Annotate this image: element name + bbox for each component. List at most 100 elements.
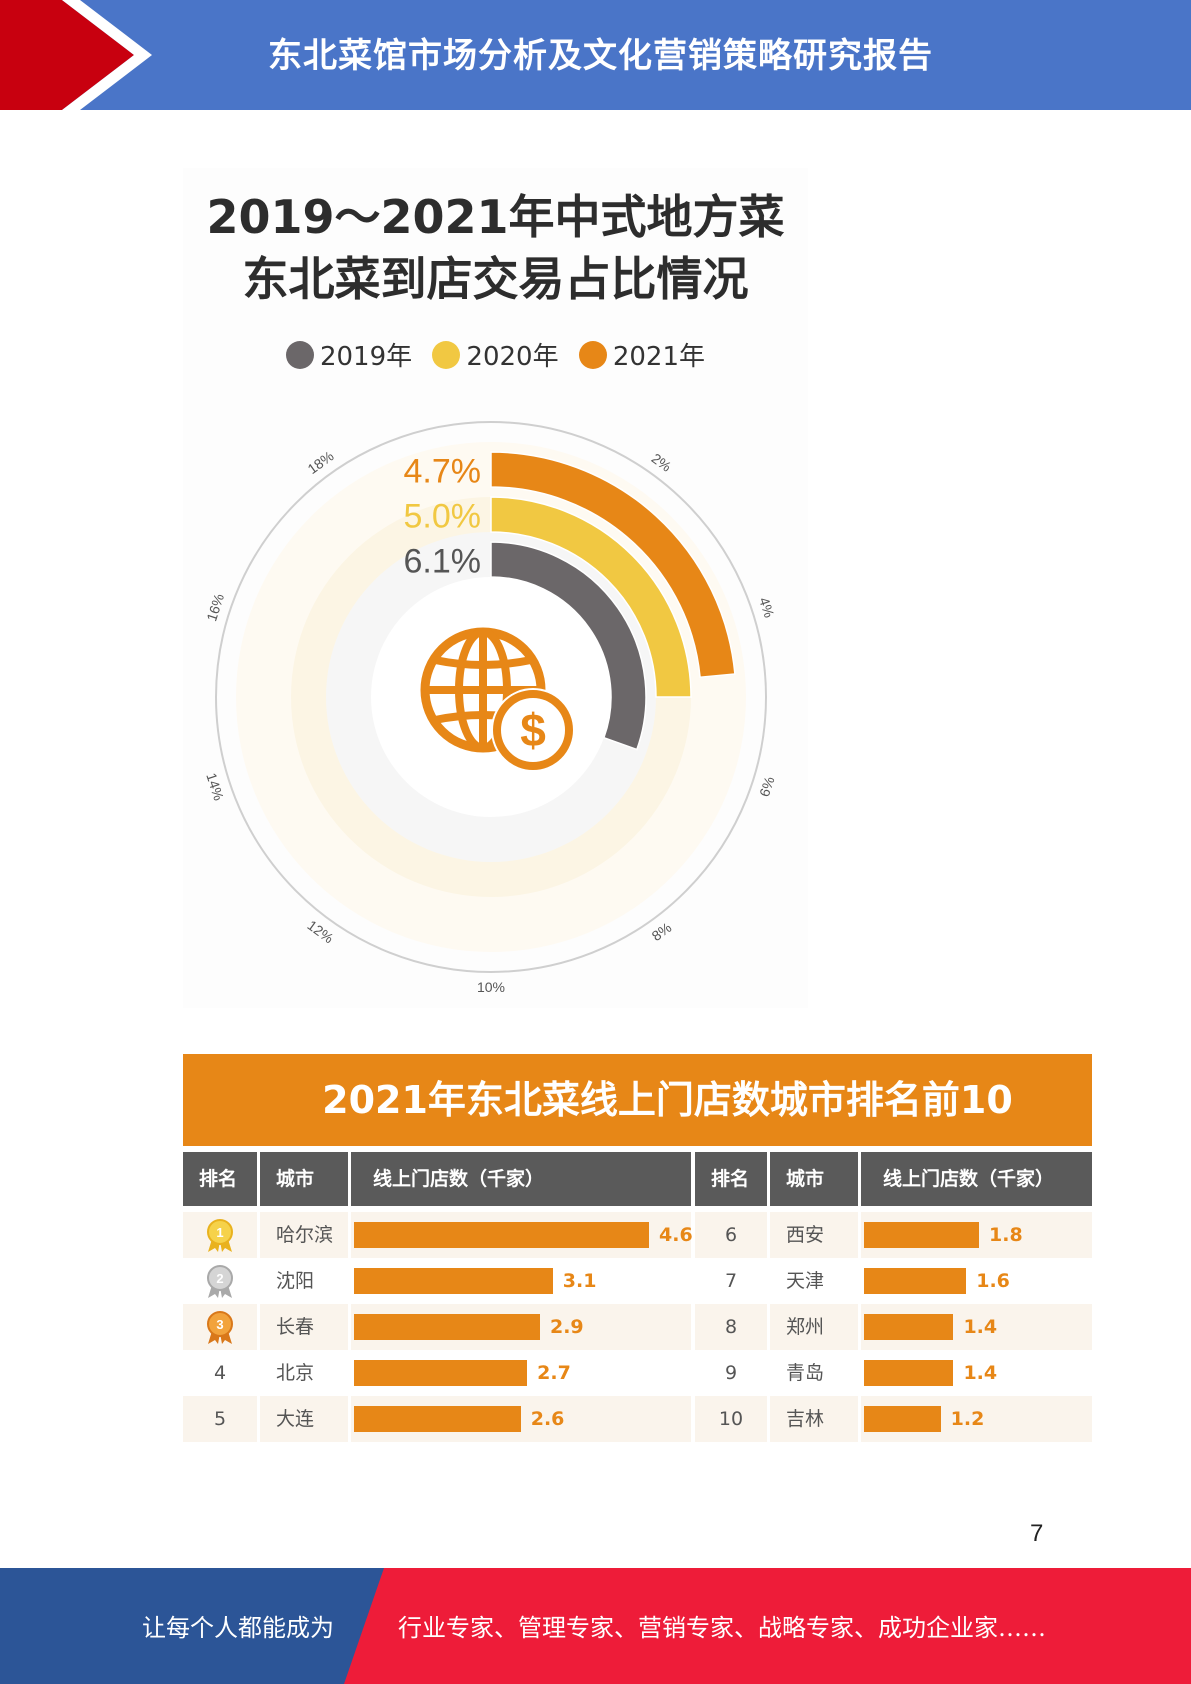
table-row: 5 大连 2.6 10 吉林 1.2 [183,1396,1092,1442]
value-label: 1.4 [963,1362,998,1384]
rank-cell: 1 [183,1212,257,1258]
value-cell: 1.4 [861,1350,1092,1396]
value-cell: 2.7 [351,1350,691,1396]
city-cell: 沈阳 [276,1270,315,1292]
value-bar [354,1360,528,1386]
legend-swatch-2019 [285,340,314,369]
table-body: 1 哈尔滨 4.6 6 西安 1.8 2 沈阳 3.1 7 天津 1.6 3 长春 2.9 8 郑州 1… [183,1212,1092,1442]
value-cell: 1.4 [861,1304,1092,1350]
city-cell: 北京 [276,1362,315,1384]
col-header-value-right: 线上门店数（千家） [861,1152,1092,1206]
page-footer: 让每个人都能成为 行业专家、管理专家、营销专家、战略专家、成功企业家…… [0,1568,1191,1684]
city-cell: 哈尔滨 [260,1212,348,1258]
radial-bar-2020 [490,496,692,698]
chart-legend: 2019年 2020年 2021年 [183,336,808,373]
radial-bar-2021 [490,451,736,679]
header-title: 东北菜馆市场分析及文化营销策略研究报告 [268,36,933,76]
svg-text:3: 3 [216,1317,223,1332]
value-cell: 1.8 [861,1212,1092,1258]
radial-plot: 2%4%6%8%10%12%14%16%18% 6.1%5.0%4.7% $ [203,421,778,995]
col-header-city-left: 城市 [260,1152,348,1206]
city-cell: 西安 [770,1212,858,1258]
legend-swatch-2020 [432,340,461,369]
radial-arcs [490,451,736,751]
col-header-rank-left: 排名 [183,1152,257,1206]
value-label: 1.6 [976,1270,1010,1292]
rank-cell: 7 [724,1270,738,1292]
col-header-value-left: 线上门店数（千家） [351,1152,691,1206]
page-header: 东北菜馆市场分析及文化营销策略研究报告 [0,0,1191,110]
chart-title-line-1: 2019～2021年中式地方菜 [206,190,785,244]
value-bar [864,1268,967,1294]
legend-item-2019: 2019年 [285,336,413,373]
value-bar [864,1222,979,1248]
scale-label: 4% [756,595,777,619]
svg-text:2: 2 [216,1271,223,1286]
city-cell: 天津 [786,1270,825,1292]
value-label: 1.8 [989,1224,1023,1246]
value-cell: 3.1 [351,1258,691,1304]
value-label: 2.9 [549,1316,584,1338]
col-header-city-right: 城市 [770,1152,858,1206]
table-title: 2021年东北菜线上门店数城市排名前10 [183,1054,1092,1146]
series-value-label-2019: 6.1% [404,543,482,581]
value-label: 3.1 [562,1270,597,1292]
footer-slogan-right: 行业专家、管理专家、营销专家、战略专家、成功企业家…… [398,1614,1046,1642]
city-cell: 青岛 [786,1362,825,1384]
value-bar [354,1222,649,1248]
scale-label: 10% [477,979,505,995]
legend-swatch-2021 [578,340,607,369]
rank-cell: 6 [695,1212,767,1258]
series-value-label-2020: 5.0% [404,498,482,536]
header-arrow-decoration [0,0,152,110]
city-cell: 吉林 [770,1396,858,1442]
value-bar [354,1314,540,1340]
rank-cell: 2 [183,1258,257,1304]
series-value-label-2021: 4.7% [404,453,482,491]
value-label: 1.2 [950,1408,985,1430]
value-bar [864,1406,941,1432]
chart-title-line-2: 东北菜到店交易占比情况 [242,252,749,306]
rank-cell: 3 [183,1304,257,1350]
value-bar [354,1406,521,1432]
chart-title: 2019～2021年中式地方菜 东北菜到店交易占比情况 [183,186,808,310]
value-cell: 1.2 [861,1396,1092,1442]
medal-bronze-icon: 3 [207,1310,233,1344]
legend-label-2019: 2019年 [319,342,413,372]
ring-bg-center [371,577,611,817]
table-row: 4 北京 2.7 9 青岛 1.4 [183,1350,1092,1396]
table-row: 3 长春 2.9 8 郑州 1.4 [183,1304,1092,1350]
city-cell: 大连 [260,1396,348,1442]
legend-label-2020: 2020年 [466,342,559,372]
value-cell: 2.6 [351,1396,691,1442]
page-number: 7 [1030,1520,1044,1547]
city-cell: 长春 [260,1304,348,1350]
value-bar [864,1360,954,1386]
col-header-rank-right: 排名 [695,1152,767,1206]
rank-cell: 4 [213,1362,227,1384]
city-ranking-table: 2021年东北菜线上门店数城市排名前10 排名 城市 线上门店数（千家） 排名 … [183,1054,1092,1442]
scale-label: 14% [203,771,227,803]
table-row: 2 沈阳 3.1 7 天津 1.6 [183,1258,1092,1304]
series-labels: 6.1% 5.0% 4.7% [404,453,482,581]
scale-label: 6% [756,775,777,799]
legend-item-2020: 2020年 [432,336,559,373]
scale-label: 2% [649,450,675,475]
footer-background [0,1568,1191,1684]
globe-dollar-icon: $ [420,627,575,772]
value-label: 1.4 [963,1316,998,1338]
scale-label: 8% [649,919,675,944]
table-row: 1 哈尔滨 4.6 6 西安 1.8 [183,1212,1092,1258]
scale-label: 16% [203,592,227,624]
footer-slogan-left: 让每个人都能成为 [142,1614,334,1642]
legend-item-2021: 2021年 [578,336,706,373]
outer-scale-ring [215,421,767,973]
legend-label-2021: 2021年 [612,342,706,372]
medal-gold-icon: 1 [207,1218,233,1252]
value-cell: 4.6 [351,1212,693,1258]
value-bar [354,1268,553,1294]
value-bar [864,1314,954,1340]
rank-cell: 5 [183,1396,257,1442]
radial-bar-2019 [490,541,647,751]
rank-cell: 9 [724,1362,738,1384]
